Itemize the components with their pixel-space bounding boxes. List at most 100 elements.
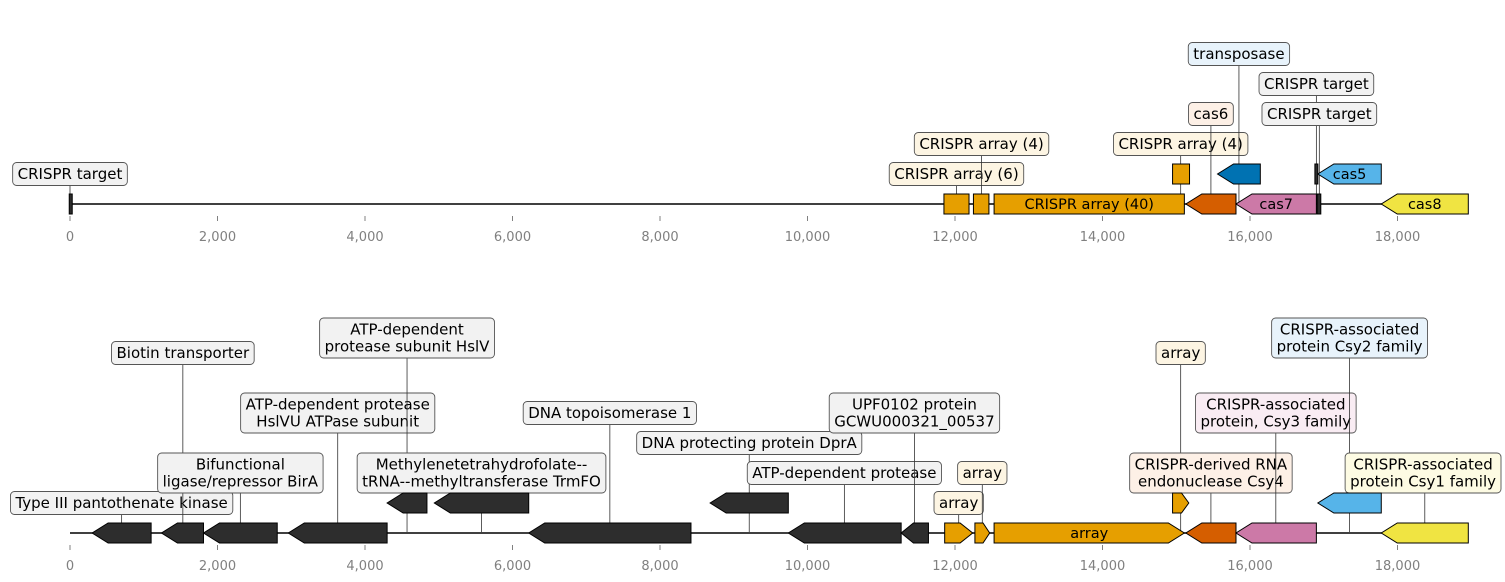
callout-label: CRISPR-derived RNA — [1135, 456, 1288, 474]
gene-label: cas7 — [1259, 197, 1293, 213]
callout-label: transposase — [1193, 45, 1284, 63]
axis-tick-label: 14,000 — [1080, 230, 1126, 245]
callout-box — [1187, 42, 1291, 66]
callout: CRISPR array (6) — [888, 162, 1025, 186]
callout-label: ATP-dependent — [350, 321, 464, 339]
gene-arrow — [1380, 193, 1469, 215]
axis-tick-label: 4,000 — [346, 559, 383, 574]
callout-label: ATP-dependent protease — [246, 396, 430, 414]
axis-tick-label: 18,000 — [1375, 230, 1421, 245]
axis-tick-label: 2,000 — [199, 230, 236, 245]
axis-tick-label: 16,000 — [1227, 559, 1273, 574]
callout-box — [1188, 102, 1234, 126]
locus-track-top: 0 2,000 4,000 6,000 8,000 10,000 12,000 14,000 1… — [12, 42, 1469, 245]
locus-track-bottom: 0 2,000 4,000 6,000 8,000 10,000 12,000 14,000 1… — [10, 317, 1502, 574]
callout-box — [1344, 452, 1502, 494]
gene-arrow — [1172, 163, 1191, 185]
gene-arrow — [900, 522, 929, 544]
gene-arrow — [433, 492, 530, 514]
gene-arrow — [1172, 492, 1190, 514]
axis-tick-label: 12,000 — [932, 230, 978, 245]
features: CRISPR array (40) cas7 cas5 cas8 — [68, 163, 1469, 215]
gene-arrow — [943, 193, 970, 215]
callout: ATP-dependent protease — [746, 461, 942, 485]
callout-box — [111, 341, 255, 365]
gene-arrow — [91, 522, 152, 544]
callout-label: protein, Csy3 family — [1200, 413, 1351, 431]
gene-arrow — [1316, 492, 1382, 514]
axis-tick-label: 10,000 — [785, 230, 831, 245]
axis-tick-label: 18,000 — [1375, 559, 1421, 574]
callout-box — [888, 162, 1025, 186]
gene-arrow — [1316, 163, 1382, 185]
gene-label: cas5 — [1333, 167, 1367, 183]
callout-label: Type III pantothenate kinase — [14, 494, 227, 512]
callout-box — [1155, 341, 1206, 365]
gene-arrow — [1316, 193, 1322, 215]
gene-arrow — [287, 522, 388, 544]
callout-label: CRISPR-associated — [1206, 396, 1345, 414]
callout-box — [157, 452, 324, 494]
callout: CRISPR target — [12, 162, 128, 186]
callout-box — [913, 132, 1050, 156]
gene-arrow — [386, 492, 428, 514]
callout-label: HslVU ATPase subunit — [256, 413, 419, 431]
callout-label: protein Csy2 family — [1277, 338, 1423, 356]
callout-label: CRISPR array (4) — [1118, 135, 1242, 153]
callout-label: Methylenetetrahydrofolate-- — [376, 456, 588, 474]
gene-arrow — [1216, 163, 1261, 185]
callout-box — [1271, 317, 1428, 359]
callout: transposase — [1187, 42, 1291, 66]
callout-label: CRISPR target — [1264, 75, 1369, 93]
gene-arrow — [527, 522, 692, 544]
gene-arrow — [972, 193, 990, 215]
callouts: CRISPR target CRISPR array (6) CRISPR arra… — [12, 42, 1378, 203]
callout-label: array — [1161, 344, 1200, 362]
callout: Methylenetetrahydrofolate--tRNA--methylt… — [356, 452, 607, 494]
callout-box — [1113, 132, 1249, 156]
callout: array — [1155, 341, 1206, 365]
axis: 0 2,000 4,000 6,000 8,000 10,000 12,000 14,000 1… — [66, 216, 1420, 245]
axis-tick-label: 4,000 — [346, 230, 383, 245]
callout-label: cas6 — [1194, 105, 1229, 123]
features: array — [70, 492, 1469, 544]
axis-tick-label: 8,000 — [641, 230, 678, 245]
callout: cas6 — [1188, 102, 1234, 126]
callout: CRISPR array (4) — [1113, 132, 1249, 156]
callout-label: UPF0102 protein — [852, 396, 977, 414]
gene-label: cas8 — [1408, 197, 1442, 213]
gene-arrow — [202, 522, 278, 544]
callout-box — [522, 401, 697, 425]
callout-box — [636, 431, 863, 455]
callout-box — [933, 491, 984, 515]
callout-box — [1261, 102, 1378, 126]
callout: CRISPR array (4) — [913, 132, 1050, 156]
callout-box — [240, 392, 436, 434]
callout-label: Bifunctional — [196, 456, 285, 474]
callout-label: DNA topoisomerase 1 — [528, 404, 691, 422]
callout-box — [1258, 72, 1375, 96]
gene-arrow — [709, 492, 789, 514]
callout: array — [933, 491, 984, 515]
callout-label: CRISPR target — [1267, 105, 1372, 123]
gene-arrow — [1235, 522, 1317, 544]
callout-box — [1129, 452, 1293, 494]
gene-arrow — [787, 522, 902, 544]
axis-tick-label: 16,000 — [1227, 230, 1273, 245]
callout-label: CRISPR target — [18, 165, 123, 183]
callout-label: GCWU000321_00537 — [834, 413, 994, 432]
axis-tick-label: 10,000 — [785, 559, 831, 574]
callout: Type III pantothenate kinase — [10, 491, 234, 515]
callout-label: array — [939, 494, 978, 512]
callout: DNA protecting protein DprA — [636, 431, 863, 455]
axis-tick-label: 12,000 — [932, 559, 978, 574]
callout: array — [957, 461, 1008, 485]
